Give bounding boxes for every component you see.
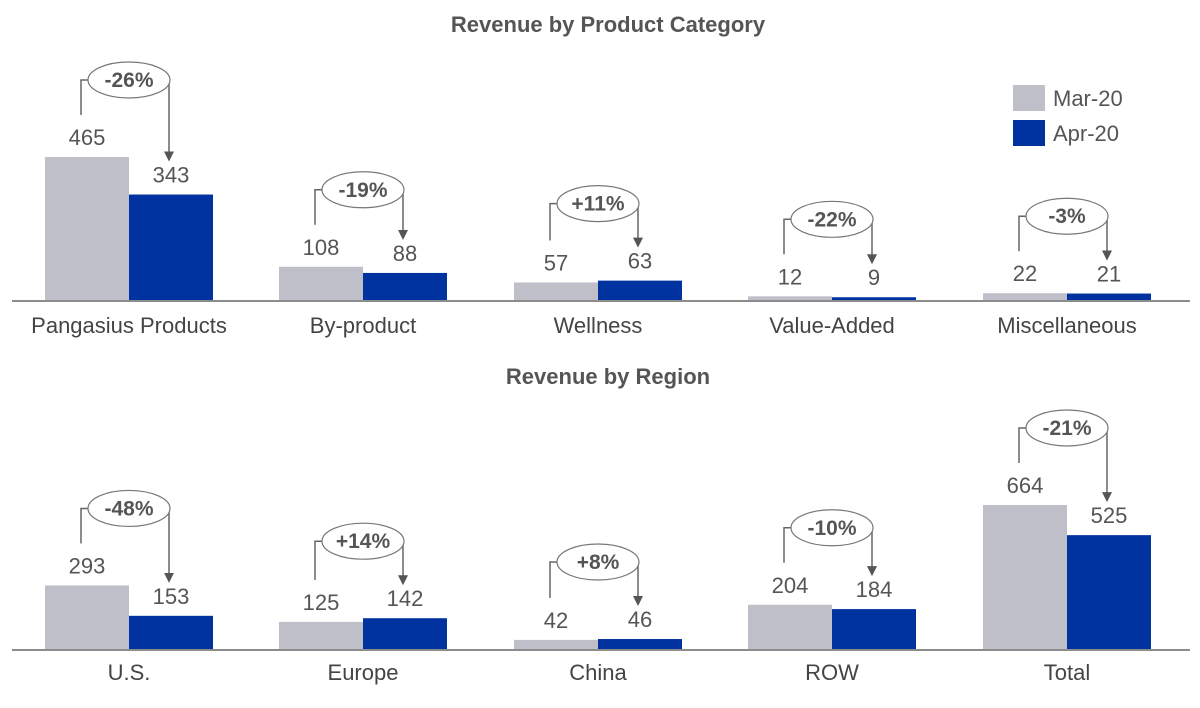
change-label-china: +8%	[577, 551, 620, 574]
category-label-value-added: Value-Added	[769, 313, 895, 338]
change-label-value-added: -22%	[807, 208, 856, 231]
chart-region: 293 153 U.S. -48% 125 142 Europe +14% 42 46 China +…	[12, 409, 1190, 685]
value-label-miscellaneous-apr-20: 21	[1097, 262, 1121, 287]
value-label-wellness-mar-20: 57	[544, 250, 568, 275]
change-label-row: -10%	[807, 517, 856, 540]
value-label-pangasius-products-mar-20: 465	[69, 125, 106, 150]
bar-miscellaneous-mar-20	[983, 293, 1067, 300]
bar-europe-apr-20	[363, 618, 447, 649]
change-bubble-total	[1025, 409, 1109, 447]
change-bubble-by-product	[321, 171, 405, 209]
bar-value-added-mar-20	[748, 296, 832, 300]
category-label-china: China	[569, 660, 627, 685]
change-bubble-pangasius-products	[87, 61, 171, 99]
value-label-total-apr-20: 525	[1091, 503, 1128, 528]
change-label-by-product: -19%	[338, 179, 387, 202]
category-label-by-product: By-product	[310, 313, 416, 338]
category-label-europe: Europe	[328, 660, 399, 685]
change-bubble-u-s	[87, 489, 171, 528]
change-label-u-s: -48%	[104, 497, 153, 520]
bar-u-s-mar-20	[45, 585, 129, 649]
legend-label-apr: Apr-20	[1053, 121, 1119, 146]
bar-pangasius-products-mar-20	[45, 157, 129, 300]
change-label-wellness: +11%	[571, 193, 624, 216]
bar-u-s-apr-20	[129, 615, 213, 649]
value-label-by-product-mar-20: 108	[303, 235, 340, 260]
legend-swatch-apr	[1013, 120, 1045, 146]
value-label-china-mar-20: 42	[544, 608, 568, 633]
bar-total-apr-20	[1067, 535, 1151, 649]
change-bubble-china	[556, 543, 640, 581]
value-label-total-mar-20: 664	[1007, 473, 1044, 498]
value-label-row-apr-20: 184	[856, 577, 893, 602]
bar-europe-mar-20	[279, 621, 363, 649]
category-label-u-s: U.S.	[108, 660, 151, 685]
bar-china-mar-20	[514, 639, 598, 649]
value-label-u-s-mar-20: 293	[69, 553, 106, 578]
legend-label-mar: Mar-20	[1053, 86, 1123, 111]
bar-by-product-mar-20	[279, 266, 363, 300]
chart-title-product: Revenue by Product Category	[451, 12, 766, 37]
category-label-wellness: Wellness	[554, 313, 643, 338]
change-label-pangasius-products: -26%	[104, 69, 153, 92]
value-label-china-apr-20: 46	[628, 607, 652, 632]
change-bubble-europe	[321, 522, 405, 560]
bar-wellness-mar-20	[514, 282, 598, 300]
chart-product-category: 465 343 Pangasius Products -26% 108 88 By-prod…	[12, 61, 1190, 338]
bar-row-mar-20	[748, 604, 832, 649]
change-bubble-row	[790, 509, 874, 547]
change-label-total: -21%	[1042, 417, 1091, 440]
value-label-pangasius-products-apr-20: 343	[153, 163, 190, 188]
value-label-value-added-apr-20: 9	[868, 265, 880, 290]
change-label-europe: +14%	[336, 530, 391, 553]
value-label-row-mar-20: 204	[772, 573, 809, 598]
legend: Mar-20 Apr-20	[1013, 85, 1123, 146]
bar-row-apr-20	[832, 609, 916, 649]
change-bubble-value-added	[790, 200, 874, 238]
change-label-miscellaneous: -3%	[1048, 205, 1086, 228]
value-label-wellness-apr-20: 63	[628, 249, 652, 274]
bar-value-added-apr-20	[832, 297, 916, 300]
bar-pangasius-products-apr-20	[129, 194, 213, 300]
bar-miscellaneous-apr-20	[1067, 293, 1151, 300]
bar-wellness-apr-20	[598, 280, 682, 300]
category-label-pangasius-products: Pangasius Products	[31, 313, 227, 338]
category-label-row: ROW	[805, 660, 859, 685]
category-label-total: Total	[1044, 660, 1090, 685]
value-label-u-s-apr-20: 153	[153, 584, 190, 609]
chart-title-region: Revenue by Region	[506, 364, 710, 389]
bar-china-apr-20	[598, 639, 682, 649]
bar-by-product-apr-20	[363, 272, 447, 300]
bar-total-mar-20	[983, 505, 1067, 649]
change-bubble-miscellaneous	[1025, 197, 1109, 235]
value-label-europe-mar-20: 125	[303, 590, 340, 615]
category-label-miscellaneous: Miscellaneous	[997, 313, 1136, 338]
legend-swatch-mar	[1013, 85, 1045, 111]
change-bubble-wellness	[556, 185, 640, 223]
value-label-value-added-mar-20: 12	[778, 264, 802, 289]
value-label-by-product-apr-20: 88	[393, 241, 417, 266]
value-label-miscellaneous-mar-20: 22	[1013, 261, 1037, 286]
value-label-europe-apr-20: 142	[387, 586, 424, 611]
